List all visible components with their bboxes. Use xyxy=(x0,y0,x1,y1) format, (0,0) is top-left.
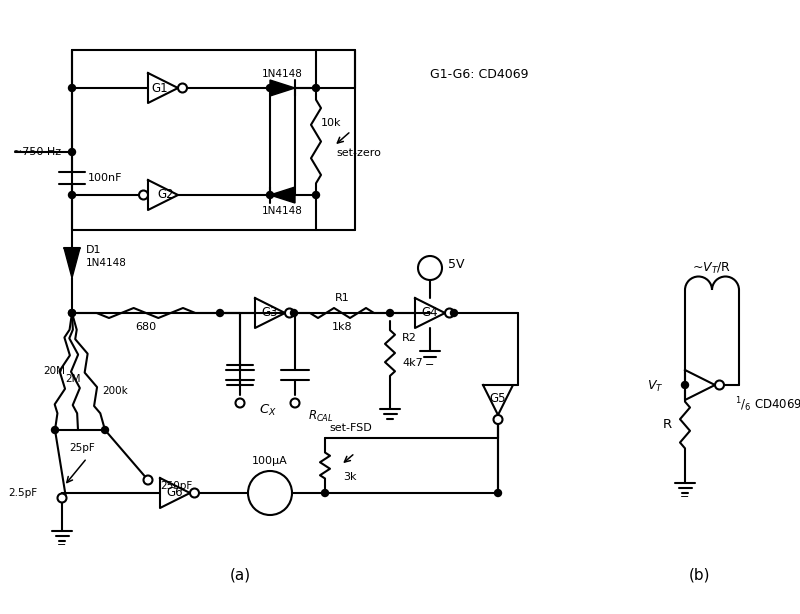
Circle shape xyxy=(494,415,502,424)
Circle shape xyxy=(102,427,109,433)
Circle shape xyxy=(69,309,75,316)
Text: 4k7: 4k7 xyxy=(402,358,422,368)
Text: 1N4148: 1N4148 xyxy=(262,69,303,79)
Circle shape xyxy=(285,308,294,317)
Circle shape xyxy=(58,494,66,502)
Circle shape xyxy=(139,190,148,200)
Text: −: − xyxy=(58,540,66,550)
Circle shape xyxy=(290,398,299,408)
Text: 1k8: 1k8 xyxy=(332,322,352,332)
Text: 1N4148: 1N4148 xyxy=(262,206,303,216)
Text: G1-G6: CD4069: G1-G6: CD4069 xyxy=(430,69,529,82)
Circle shape xyxy=(217,309,223,316)
Text: 1N4148: 1N4148 xyxy=(86,258,127,268)
Text: (a): (a) xyxy=(230,567,250,583)
Text: 25pF: 25pF xyxy=(69,443,95,453)
Text: R1: R1 xyxy=(334,293,350,303)
Text: $C_X$: $C_X$ xyxy=(258,402,276,418)
Circle shape xyxy=(190,489,199,497)
Text: D1: D1 xyxy=(86,245,102,255)
Polygon shape xyxy=(270,187,295,203)
Text: G6: G6 xyxy=(166,486,183,500)
Circle shape xyxy=(418,256,442,280)
Text: 680: 680 xyxy=(135,322,157,332)
Text: 2.5pF: 2.5pF xyxy=(8,488,37,498)
Text: 2M: 2M xyxy=(66,374,81,384)
Circle shape xyxy=(386,309,394,316)
Text: R2: R2 xyxy=(402,333,417,343)
Circle shape xyxy=(51,427,58,433)
Circle shape xyxy=(322,489,329,497)
Circle shape xyxy=(445,308,454,317)
Circle shape xyxy=(69,149,75,155)
Text: $V_T$: $V_T$ xyxy=(646,378,663,394)
Text: $R_{CAL}$: $R_{CAL}$ xyxy=(308,408,334,424)
Text: +: + xyxy=(254,490,266,504)
Circle shape xyxy=(450,309,458,316)
Text: ~$V_T$/R: ~$V_T$/R xyxy=(693,260,731,276)
Circle shape xyxy=(682,381,689,389)
Text: ~750 Hz: ~750 Hz xyxy=(13,147,61,157)
Text: set-FSD: set-FSD xyxy=(329,423,372,433)
Circle shape xyxy=(69,309,75,316)
Text: G1: G1 xyxy=(152,82,168,95)
Text: G5: G5 xyxy=(490,392,506,405)
Circle shape xyxy=(313,85,319,91)
Circle shape xyxy=(715,381,724,389)
Text: 20M: 20M xyxy=(43,366,65,376)
Circle shape xyxy=(266,85,274,91)
Polygon shape xyxy=(270,80,295,96)
Text: G3: G3 xyxy=(262,306,278,319)
Circle shape xyxy=(235,398,245,408)
Text: G2: G2 xyxy=(158,188,174,201)
Circle shape xyxy=(143,475,153,484)
Circle shape xyxy=(290,309,298,316)
Text: 100μA: 100μA xyxy=(252,456,288,466)
Text: −: − xyxy=(426,360,434,370)
Circle shape xyxy=(248,471,292,515)
Circle shape xyxy=(69,192,75,198)
Circle shape xyxy=(69,85,75,91)
Text: 10k: 10k xyxy=(321,118,342,128)
Text: set-zero: set-zero xyxy=(336,148,381,158)
Circle shape xyxy=(313,192,319,198)
Text: 250pF: 250pF xyxy=(160,481,192,491)
Circle shape xyxy=(494,489,502,497)
Polygon shape xyxy=(64,248,80,278)
Text: $^1/_6$ CD4069: $^1/_6$ CD4069 xyxy=(735,395,800,414)
Circle shape xyxy=(178,84,187,93)
Circle shape xyxy=(266,192,274,198)
Text: +: + xyxy=(424,260,436,276)
Text: 100nF: 100nF xyxy=(88,173,122,183)
Text: (b): (b) xyxy=(690,567,710,583)
Text: 3k: 3k xyxy=(343,472,357,482)
Text: −: − xyxy=(680,492,690,502)
Text: R: R xyxy=(662,419,671,432)
Text: 5V: 5V xyxy=(448,258,465,271)
Text: 200k: 200k xyxy=(102,386,128,396)
Text: G4: G4 xyxy=(422,306,438,319)
